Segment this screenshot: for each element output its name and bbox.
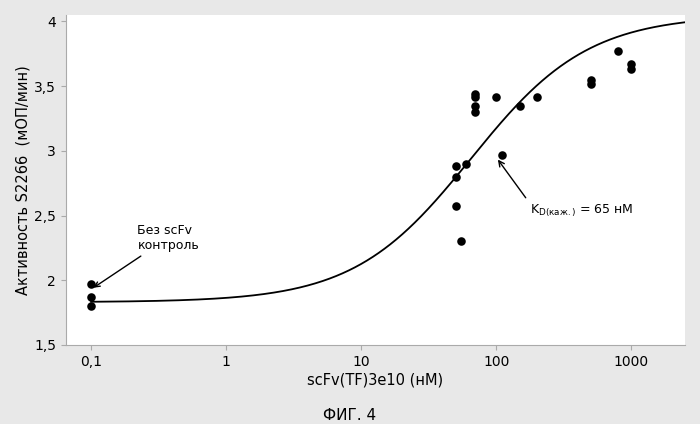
Point [85,281,97,287]
Point [626,61,637,67]
Text: ФИГ. 4: ФИГ. 4 [323,408,377,423]
Point [612,48,624,55]
Point [491,93,502,100]
X-axis label: scFv(TF)3e10 (нМ): scFv(TF)3e10 (нМ) [307,373,444,388]
Point [585,80,596,87]
Text: Без scFv
контроль: Без scFv контроль [94,224,199,287]
Point [514,102,526,109]
Point [456,238,467,245]
Point [470,109,481,115]
Point [461,160,472,167]
Point [496,151,507,158]
Point [626,66,637,73]
Point [85,303,97,310]
Point [450,203,461,210]
Y-axis label: Активность S2266  (мОП/мин): Активность S2266 (мОП/мин) [15,65,30,295]
Point [85,294,97,301]
Point [531,93,542,100]
Point [450,163,461,170]
Point [470,93,481,100]
Point [470,102,481,109]
Point [450,173,461,180]
Point [585,76,596,83]
Text: K$_{\mathregular{D(каж.)}}$ = 65 нМ: K$_{\mathregular{D(каж.)}}$ = 65 нМ [530,203,634,219]
Point [470,91,481,98]
